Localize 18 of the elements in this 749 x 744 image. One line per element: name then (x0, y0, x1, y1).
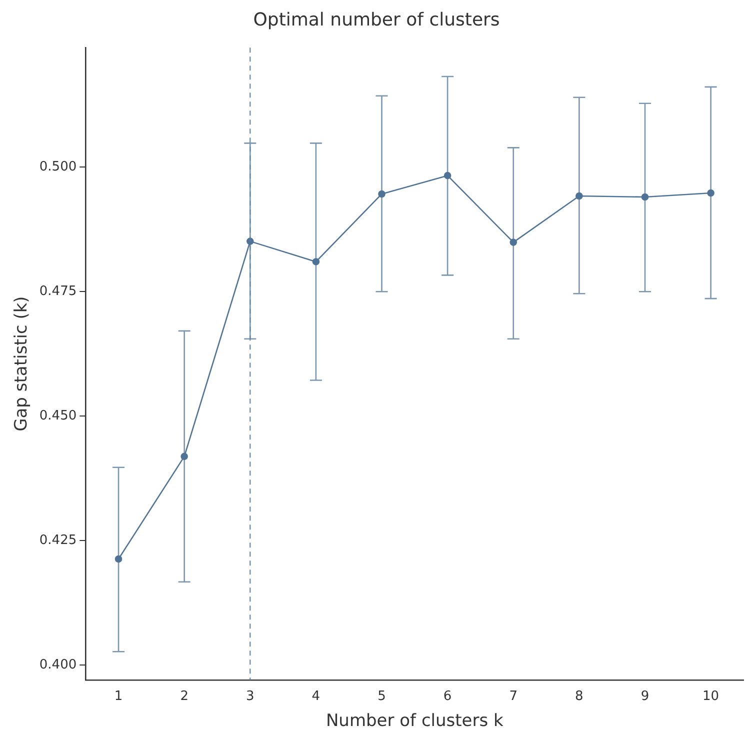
chart-title: Optimal number of clusters (253, 9, 500, 30)
x-tick-label: 1 (114, 689, 123, 704)
x-tick-label: 8 (575, 689, 584, 704)
y-tick-label: 0.450 (39, 408, 77, 424)
x-tick-label: 4 (312, 689, 320, 704)
y-tick-label: 0.475 (39, 284, 77, 299)
x-tick-label: 7 (509, 689, 518, 704)
y-tick-label: 0.400 (39, 657, 77, 672)
x-tick-label: 9 (640, 689, 650, 704)
y-tick-label: 0.425 (39, 532, 77, 548)
x-tick-label: 6 (443, 689, 452, 704)
x-tick-label: 5 (378, 689, 386, 704)
x-axis-title: Number of clusters k (326, 711, 504, 732)
x-tick-label: 2 (180, 689, 188, 704)
y-axis-title: Gap statistic (k) (12, 296, 32, 432)
y-tick-label: 0.500 (39, 159, 77, 174)
x-tick-label: 10 (702, 689, 720, 704)
x-tick-label: 3 (246, 689, 254, 704)
